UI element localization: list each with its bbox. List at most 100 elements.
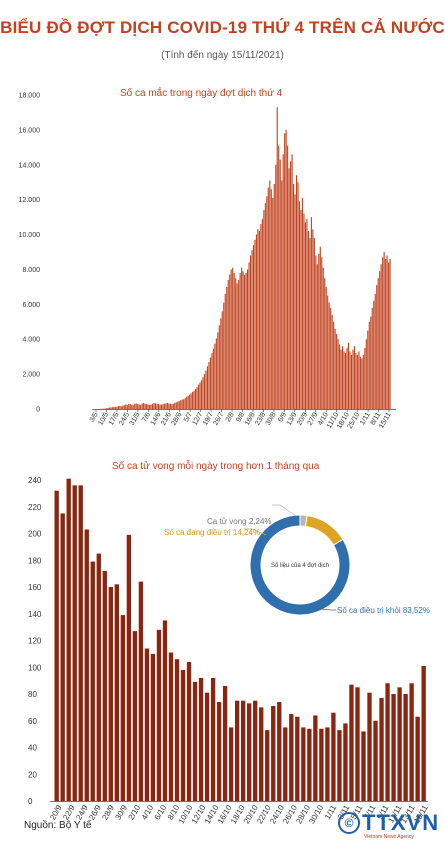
case-bar xyxy=(105,408,108,409)
death-bar xyxy=(301,727,306,801)
case-bar xyxy=(272,197,274,409)
y-tick-label: 200 xyxy=(28,530,42,539)
death-bar xyxy=(397,687,402,801)
case-bar xyxy=(186,396,188,409)
case-bar xyxy=(325,286,327,409)
case-bar xyxy=(284,133,286,409)
case-bar xyxy=(328,302,330,409)
case-bar xyxy=(327,295,329,409)
case-bar xyxy=(104,408,106,409)
death-bar xyxy=(96,553,101,801)
case-bar xyxy=(386,255,388,409)
case-bar xyxy=(195,388,197,409)
case-bar xyxy=(128,403,130,409)
case-bar xyxy=(251,250,253,409)
case-bar xyxy=(343,351,345,409)
case-bar xyxy=(208,361,210,409)
y-tick-label: 220 xyxy=(28,503,42,512)
case-bar xyxy=(364,347,366,409)
death-bar xyxy=(108,587,113,801)
case-bar xyxy=(187,395,189,409)
death-bar xyxy=(192,681,198,801)
case-bar xyxy=(266,196,268,409)
death-bar xyxy=(138,581,144,801)
leader-line xyxy=(319,608,336,611)
death-bar xyxy=(313,715,318,801)
case-bar xyxy=(160,404,162,409)
y-tick-label: 140 xyxy=(28,610,42,619)
death-bar xyxy=(216,702,222,801)
case-bar xyxy=(199,382,201,409)
case-bar xyxy=(159,404,161,409)
death-bar xyxy=(247,703,252,801)
death-bar xyxy=(174,659,180,801)
death-bar xyxy=(283,727,288,801)
case-bar xyxy=(184,398,186,409)
case-bar xyxy=(196,387,198,409)
case-bar xyxy=(269,180,271,409)
death-bar xyxy=(72,485,77,801)
case-bar xyxy=(245,272,247,409)
death-bar xyxy=(361,731,366,801)
donut-slice xyxy=(249,514,351,616)
death-bar xyxy=(295,716,300,801)
case-bar xyxy=(183,399,185,409)
death-bar xyxy=(409,683,414,801)
death-bar xyxy=(60,513,65,801)
case-bar xyxy=(313,238,315,409)
case-bar xyxy=(242,271,244,409)
case-bar xyxy=(248,262,250,409)
case-bar xyxy=(246,269,249,409)
case-bar xyxy=(321,257,323,409)
chart2-title: Số ca tử vong mỗi ngày trong hơn 1 tháng… xyxy=(112,461,320,472)
death-bar xyxy=(403,694,408,801)
y-tick-label: 16.000 xyxy=(19,127,41,134)
death-bar xyxy=(337,730,342,801)
death-bar xyxy=(391,694,396,801)
case-bar xyxy=(239,272,241,409)
death-bar xyxy=(355,687,360,801)
case-bar xyxy=(281,180,283,409)
case-bar xyxy=(355,353,357,409)
donut-label-recovered: Số ca điều trị khỏi 83,52% xyxy=(337,606,430,615)
y-tick-label: 8.000 xyxy=(22,267,40,274)
case-bar xyxy=(352,349,354,409)
case-bar xyxy=(294,194,296,409)
case-bar xyxy=(276,107,278,409)
case-bar xyxy=(215,338,217,409)
death-bar xyxy=(84,529,89,801)
death-bar xyxy=(385,683,390,801)
case-bar xyxy=(146,404,148,409)
case-bar xyxy=(189,394,191,409)
case-bar xyxy=(134,403,136,409)
case-bar xyxy=(178,400,180,409)
ttxvn-logo: © TTXVN Vietnam News Agency xyxy=(338,810,438,842)
case-bar xyxy=(263,210,265,409)
case-bar xyxy=(340,349,342,409)
case-bar xyxy=(315,255,317,409)
case-bar xyxy=(382,257,384,409)
case-bar xyxy=(333,321,335,409)
donut-slice xyxy=(304,514,344,546)
case-bar xyxy=(227,279,229,409)
case-bar xyxy=(344,353,347,409)
case-bar xyxy=(356,354,358,409)
death-bar xyxy=(78,485,83,801)
case-bar xyxy=(278,145,280,410)
case-bar xyxy=(252,245,255,409)
case-bar xyxy=(334,328,336,409)
death-bar xyxy=(319,728,324,801)
death-bar xyxy=(325,727,330,801)
case-bar xyxy=(156,403,158,409)
logo-text: TTXVN xyxy=(362,810,440,835)
case-bar xyxy=(298,201,301,409)
death-bar xyxy=(379,698,384,801)
case-bar xyxy=(229,274,231,409)
y-tick-label: 2.000 xyxy=(22,372,40,379)
case-bar xyxy=(389,258,391,409)
case-bar xyxy=(365,339,367,409)
case-bar xyxy=(141,403,143,409)
y-tick-label: 180 xyxy=(28,556,42,565)
y-tick-label: 0 xyxy=(36,407,40,414)
case-bar xyxy=(206,366,209,409)
